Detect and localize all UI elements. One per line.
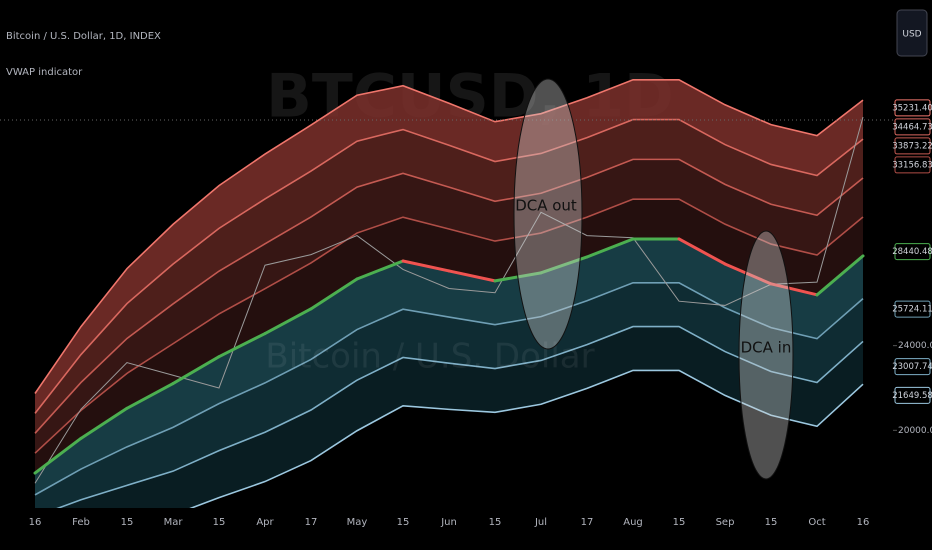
price-tag-label: 33156.83 (892, 160, 932, 170)
band-line (34, 158, 864, 434)
y-tick-label: 20000.00 (898, 426, 932, 436)
price-tag-label: 35231.40 (892, 103, 932, 113)
price-tag (894, 118, 931, 136)
price-tag-label: 28440.48 (892, 247, 932, 257)
price-tag-label: 34464.73 (892, 122, 932, 132)
x-tick-label: 15 (213, 517, 226, 528)
band-line (34, 78, 864, 394)
vwap-segment (401, 259, 451, 273)
price-tag (894, 243, 931, 261)
annotation-oval (738, 230, 794, 480)
vwap-segment (355, 259, 405, 281)
x-tick-label: Apr (256, 517, 274, 528)
x-tick-label: 15 (489, 517, 502, 528)
price-tag-label: 25724.11 (892, 305, 932, 315)
price-tag (894, 137, 931, 155)
x-tick-label: 17 (305, 517, 318, 528)
currency-button[interactable] (896, 9, 928, 57)
x-tick-label: Feb (72, 517, 90, 528)
vwap-segment (33, 436, 83, 475)
watermark-name: Bitcoin / U.S. Dollar (265, 337, 594, 377)
vwap-segment (815, 254, 865, 297)
x-tick-label: 15 (121, 517, 134, 528)
price-tag (894, 99, 931, 117)
annotation: DCA out (515, 197, 577, 215)
x-tick-label: 15 (397, 517, 410, 528)
chart-subtitle: VWAP indicator (6, 67, 83, 78)
band-line (34, 198, 864, 454)
band-fill (35, 238, 863, 495)
vwap-segment (447, 269, 497, 283)
vwap-segment (217, 332, 267, 359)
band-fill (35, 199, 863, 474)
band-line (34, 281, 864, 496)
x-tick-label: May (347, 517, 368, 528)
band-line (34, 118, 864, 414)
x-tick-label: 15 (673, 517, 686, 528)
x-tick-label: 16 (29, 517, 42, 528)
y-tick-label: 24000.00 (898, 341, 932, 351)
vwap-segment (309, 277, 359, 311)
price-tag-label: 23007.74 (892, 362, 932, 372)
vwap-segment (677, 237, 727, 266)
vwap-segment (585, 237, 635, 259)
price-tag-label: 21649.58 (892, 391, 932, 401)
vwap-segment (263, 307, 313, 336)
x-tick-label: 17 (581, 517, 594, 528)
band-fill (35, 119, 863, 434)
price-tag (894, 358, 931, 376)
annotation: DCA in (741, 339, 792, 357)
x-tick-label: Mar (164, 517, 184, 528)
price-tag (894, 386, 931, 404)
band-fill (58, 326, 863, 508)
price-line-series (34, 116, 864, 484)
x-tick-label: Jun (440, 517, 457, 528)
x-tick-label: 15 (765, 517, 778, 528)
annotation-oval (513, 78, 583, 350)
vwap-segment (769, 282, 819, 297)
vwap-segment (171, 355, 221, 386)
x-tick-label: 16 (857, 517, 870, 528)
band-line (189, 369, 864, 508)
plot-area (33, 78, 865, 508)
x-tick-label: Sep (716, 517, 735, 528)
band-line (56, 325, 864, 508)
x-tick-label: Aug (623, 517, 643, 528)
price-tag-label: 33873.22 (892, 141, 932, 151)
vwap-segment (539, 255, 589, 275)
chart-title: Bitcoin / U.S. Dollar, 1D, INDEX (6, 31, 161, 42)
x-tick-label: Jul (534, 517, 547, 528)
vwap-segment (79, 406, 129, 440)
vwap-segment (125, 382, 175, 410)
currency-label[interactable]: USD (902, 30, 921, 40)
price-tag (894, 300, 931, 318)
band-fill (35, 282, 863, 508)
price-tag (894, 156, 931, 174)
band-fill (35, 159, 863, 454)
x-tick-label: Oct (808, 517, 825, 528)
vwap-segment (723, 262, 773, 286)
